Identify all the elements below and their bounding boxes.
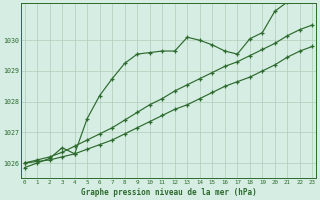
X-axis label: Graphe pression niveau de la mer (hPa): Graphe pression niveau de la mer (hPa) bbox=[81, 188, 256, 197]
